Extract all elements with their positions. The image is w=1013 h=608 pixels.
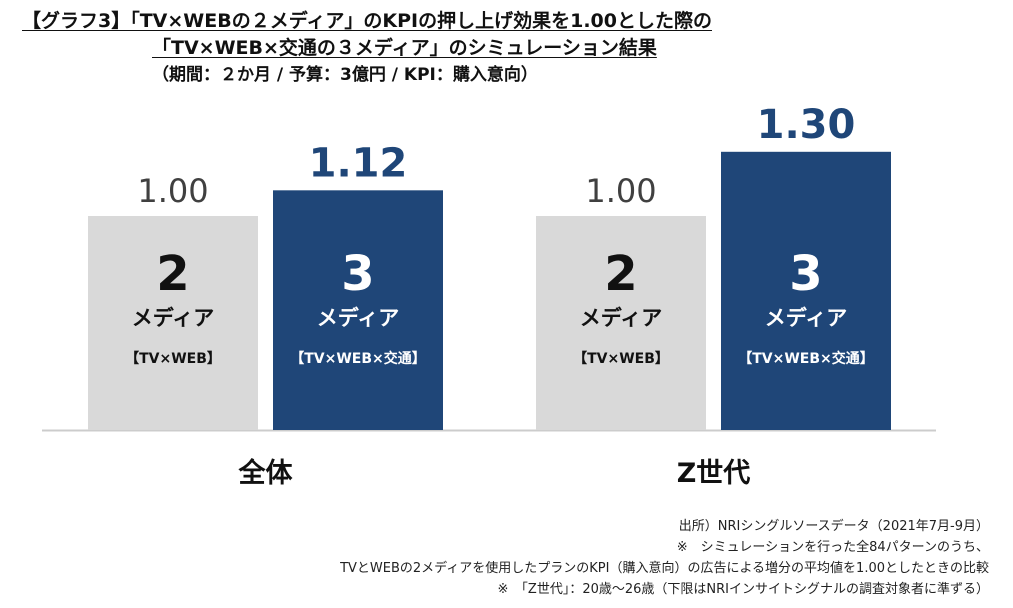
bar-media-word: メディア [317, 306, 400, 330]
data-label: 1.12 [309, 140, 408, 186]
bar-media-word: メディア [132, 306, 215, 330]
data-label: 1.00 [585, 172, 656, 210]
data-label: 1.00 [137, 172, 208, 210]
data-label: 1.30 [757, 102, 856, 148]
bar-media-count: 2 [604, 246, 637, 302]
bar-media-count: 3 [341, 246, 374, 302]
bar-media-word: メディア [580, 306, 663, 330]
footnote-3: TVとWEBの2メディアを使用したプランのKPI（購入意向）の広告による増分の平… [340, 561, 989, 576]
bar-genz-3media [721, 151, 891, 431]
bar-media-word: メディア [765, 306, 848, 330]
bar-media-detail: 【TV×WEB】 [125, 351, 221, 367]
footnote-source: 出所）NRIシングルソースデータ（2021年7月-9月） [678, 519, 989, 534]
bar-all-2media [88, 216, 258, 430]
chart-subtitle: （期間：２か月 / 予算：3億円 / KPI：購入意向） [152, 65, 538, 85]
bar-chart: 1.00 2 メディア【TV×WEB】 1.12 3 メディア【TV×WEB×交通】全体 1… [42, 102, 936, 489]
bar-media-detail: 【TV×WEB×交通】 [290, 350, 426, 367]
chart-title-line-1: 【グラフ3】「TV×WEBの２メディア」のKPIの押し上げ効果を1.00とした際… [22, 10, 712, 32]
bar-media-detail: 【TV×WEB×交通】 [738, 350, 874, 367]
bar-media-count: 2 [156, 246, 189, 302]
chart-title-line-2: 「TV×WEB×交通の３メディア」のシミュレーション結果 [152, 37, 657, 59]
bar-genz-2media [536, 216, 706, 430]
bar-media-detail: 【TV×WEB】 [573, 351, 669, 367]
footnote-4: ※ 「Z世代」：20歳～26歳（下限はNRIインサイトシグナルの調査対象者に準ず… [497, 582, 989, 597]
footnotes: 出所）NRIシングルソースデータ（2021年7月-9月） ※ シミュレーションを… [340, 516, 989, 600]
category-label: 全体 [238, 457, 294, 489]
bar-all-3media [273, 190, 443, 430]
footnote-2: ※ シミュレーションを行った全84パターンのうち、 [676, 540, 989, 555]
category-label: Z世代 [677, 458, 751, 489]
bar-media-count: 3 [789, 246, 822, 302]
